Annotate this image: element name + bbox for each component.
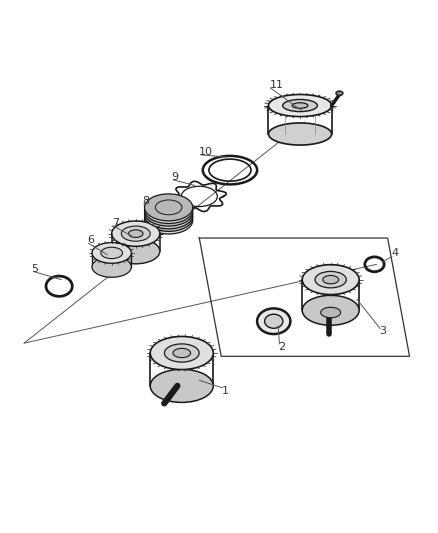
Ellipse shape [323,276,339,284]
Ellipse shape [283,100,318,111]
Ellipse shape [265,314,283,328]
Text: 10: 10 [199,147,213,157]
Ellipse shape [336,91,343,95]
Text: 2: 2 [279,342,286,352]
Text: 9: 9 [171,172,178,182]
Text: 11: 11 [270,80,284,90]
Ellipse shape [121,226,150,241]
Ellipse shape [302,265,359,295]
Ellipse shape [268,123,332,145]
Ellipse shape [145,202,193,229]
Ellipse shape [145,204,193,231]
Ellipse shape [173,349,191,358]
Ellipse shape [268,94,332,117]
Text: 5: 5 [32,264,39,273]
Text: 1: 1 [222,386,229,396]
Ellipse shape [112,239,160,264]
Ellipse shape [145,199,193,226]
Ellipse shape [150,336,213,369]
Ellipse shape [112,221,160,246]
Text: 6: 6 [88,235,95,245]
Ellipse shape [145,197,193,223]
Ellipse shape [292,103,308,108]
Ellipse shape [129,230,143,237]
Ellipse shape [101,247,123,259]
Text: 7: 7 [112,217,119,228]
Text: 3: 3 [379,326,386,336]
Ellipse shape [302,295,359,325]
Ellipse shape [257,309,290,334]
Text: 8: 8 [142,196,149,206]
Ellipse shape [164,344,199,362]
Text: 4: 4 [391,248,398,259]
Ellipse shape [150,369,213,402]
Ellipse shape [315,271,346,288]
Ellipse shape [145,194,193,221]
Ellipse shape [145,207,193,234]
Ellipse shape [92,243,131,263]
Ellipse shape [92,256,131,277]
Ellipse shape [321,307,341,318]
